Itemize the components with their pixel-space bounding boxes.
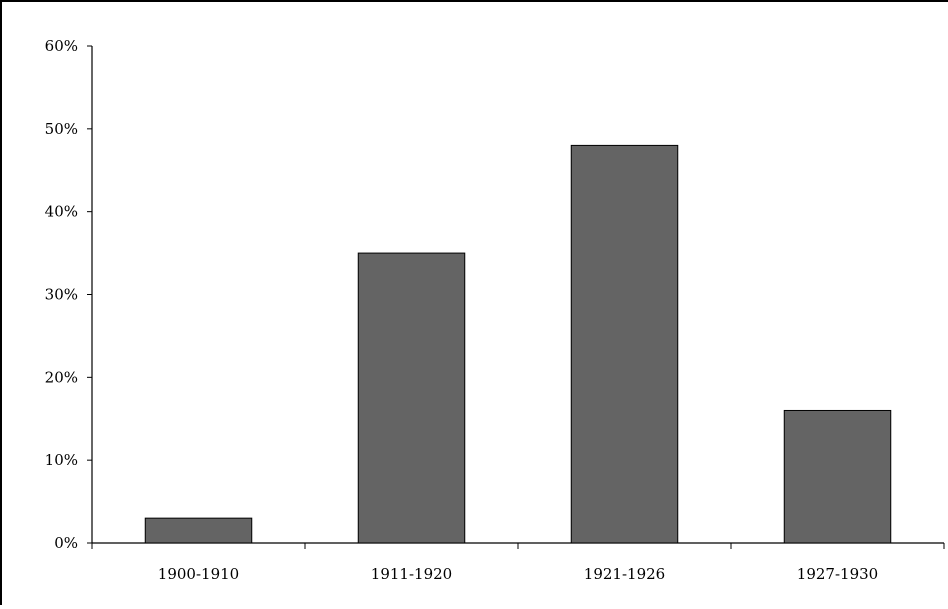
y-tick-label: 30% [45, 286, 78, 304]
x-tick-label: 1927-1930 [797, 565, 878, 583]
bar-1911-1920 [357, 252, 466, 544]
y-tick-label: 40% [45, 203, 78, 221]
y-tick-label: 50% [45, 120, 78, 138]
bar-1927-1930 [783, 409, 892, 544]
y-tick-label: 0% [54, 534, 78, 552]
bar-1921-1926 [570, 144, 679, 544]
y-tick-label: 10% [45, 451, 78, 469]
x-tick-label: 1900-1910 [158, 565, 239, 583]
y-tick-label: 60% [45, 37, 78, 55]
y-tick-label: 20% [45, 368, 78, 386]
x-tick-label: 1921-1926 [584, 565, 665, 583]
bar-1900-1910 [144, 517, 253, 544]
x-tick-label: 1911-1920 [371, 565, 452, 583]
plot-area: 0% 10% 20% 30% 40% 50% 60% 1900-1910 1911-1920 19… [45, 37, 945, 583]
